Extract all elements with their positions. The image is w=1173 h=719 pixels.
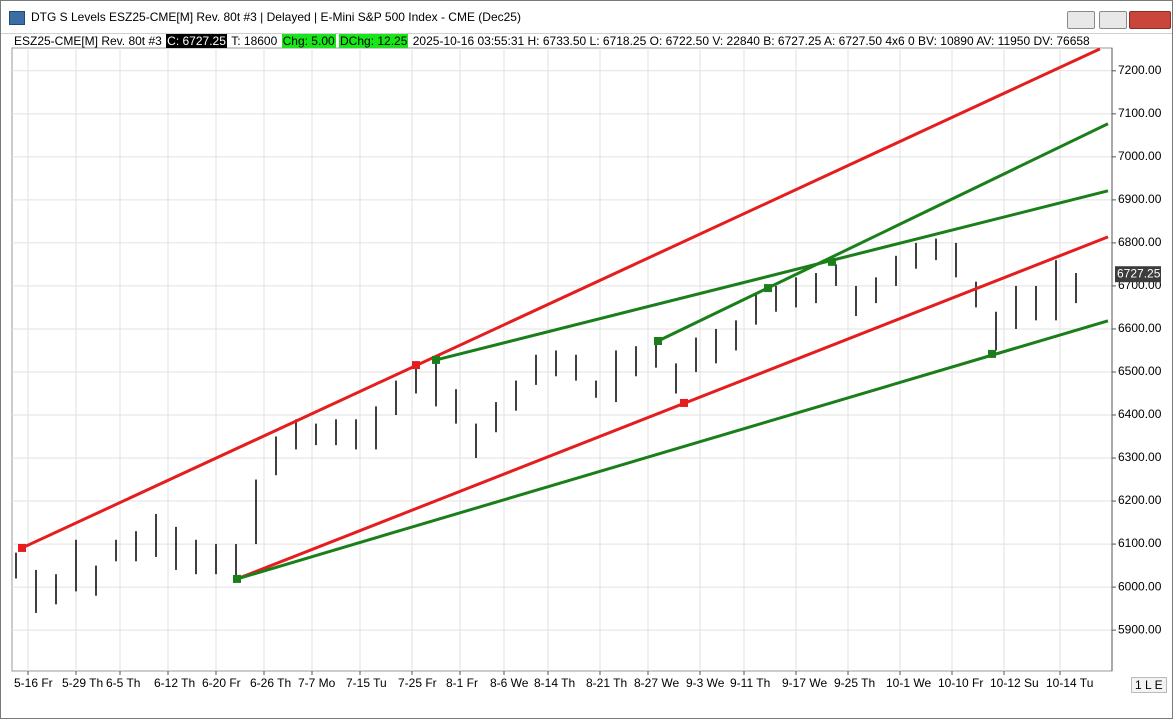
title-bar: DTG S Levels ESZ25-CME[M] Rev. 80t #3 | … [1, 1, 1172, 34]
x-tick-label: 9-25 Th [834, 676, 875, 690]
y-tick-label: 6800.00 [1118, 235, 1162, 249]
x-tick-label: 6-26 Th [250, 676, 291, 690]
y-tick-label: 7100.00 [1118, 106, 1162, 120]
x-tick-label: 5-16 Fr [14, 676, 53, 690]
x-tick-label: 9-17 We [782, 676, 827, 690]
maximize-button[interactable] [1099, 11, 1127, 29]
y-tick-label: 7200.00 [1118, 63, 1162, 77]
x-tick-label: 7-15 Tu [346, 676, 387, 690]
info-strip: ESZ25-CME[M] Rev. 80t #3 C: 6727.25 T: 1… [13, 34, 1091, 48]
y-tick-label: 6000.00 [1118, 579, 1162, 593]
app-icon [9, 11, 25, 25]
y-tick-label: 6100.00 [1118, 536, 1162, 550]
trendline [657, 122, 1109, 343]
x-tick-label: 8-14 Th [534, 676, 575, 690]
x-tick-label: 6-12 Th [154, 676, 195, 690]
plot-area [11, 47, 1113, 672]
trendline [236, 235, 1109, 581]
x-tick-label: 8-1 Fr [446, 676, 478, 690]
last-price-box [1115, 266, 1161, 283]
close-button[interactable] [1129, 11, 1171, 29]
x-tick-label: 8-27 We [634, 676, 679, 690]
anchor-marker [764, 284, 772, 293]
anchor-marker [828, 257, 836, 266]
x-tick-label: 10-1 We [886, 676, 931, 690]
y-tick-label: 7000.00 [1118, 149, 1162, 163]
y-tick-label: 5900.00 [1118, 622, 1162, 636]
symbol: ESZ25-CME[M] Rev. 80t #3 [14, 34, 162, 48]
anchor-marker [654, 336, 662, 345]
anchor-marker [988, 349, 996, 358]
last-price-label: 6727.25 [1117, 266, 1161, 280]
y-tick-label: 6200.00 [1118, 493, 1162, 507]
anchor-marker [680, 398, 688, 407]
status-indicator[interactable]: 1 L E [1131, 677, 1167, 693]
x-tick-label: 10-10 Fr [938, 676, 983, 690]
x-tick-label: 5-29 Th [62, 676, 103, 690]
x-tick-label: 7-25 Fr [398, 676, 437, 690]
x-tick-label: 6-5 Th [106, 676, 140, 690]
change: Chg: 5.00 [281, 34, 336, 48]
x-tick-label: 9-3 We [686, 676, 725, 690]
x-tick-label: 10-14 Tu [1046, 676, 1093, 690]
details: 2025-10-16 03:55:31 H: 6733.50 L: 6718.2… [412, 34, 1090, 48]
y-tick-label: 6900.00 [1118, 192, 1162, 206]
x-tick-label: 10-12 Su [990, 676, 1039, 690]
y-tick-label: 6600.00 [1118, 321, 1162, 335]
x-tick-label: 6-20 Fr [202, 676, 241, 690]
x-tick-label: 9-11 Th [730, 676, 770, 690]
anchor-marker [233, 574, 241, 583]
x-tick-label: 8-21 Th [586, 676, 627, 690]
anchor-marker [18, 543, 26, 552]
window-title: DTG S Levels ESZ25-CME[M] Rev. 80t #3 | … [31, 10, 521, 24]
x-tick-label: 7-7 Mo [298, 676, 336, 690]
trendline [21, 47, 1101, 550]
anchor-marker [432, 355, 440, 364]
minimize-button[interactable] [1067, 11, 1095, 29]
y-tick-label: 6300.00 [1118, 450, 1162, 464]
y-tick-label: 6400.00 [1118, 407, 1162, 421]
close-price: C: 6727.25 [166, 34, 227, 48]
trendline [435, 189, 1109, 362]
y-tick-label: 6500.00 [1118, 364, 1162, 378]
trendline [236, 319, 1109, 581]
day-change: DChg: 12.25 [339, 34, 409, 48]
tick-count: T: 18600 [231, 34, 278, 48]
x-tick-label: 8-6 We [490, 676, 529, 690]
anchor-marker [412, 361, 420, 370]
